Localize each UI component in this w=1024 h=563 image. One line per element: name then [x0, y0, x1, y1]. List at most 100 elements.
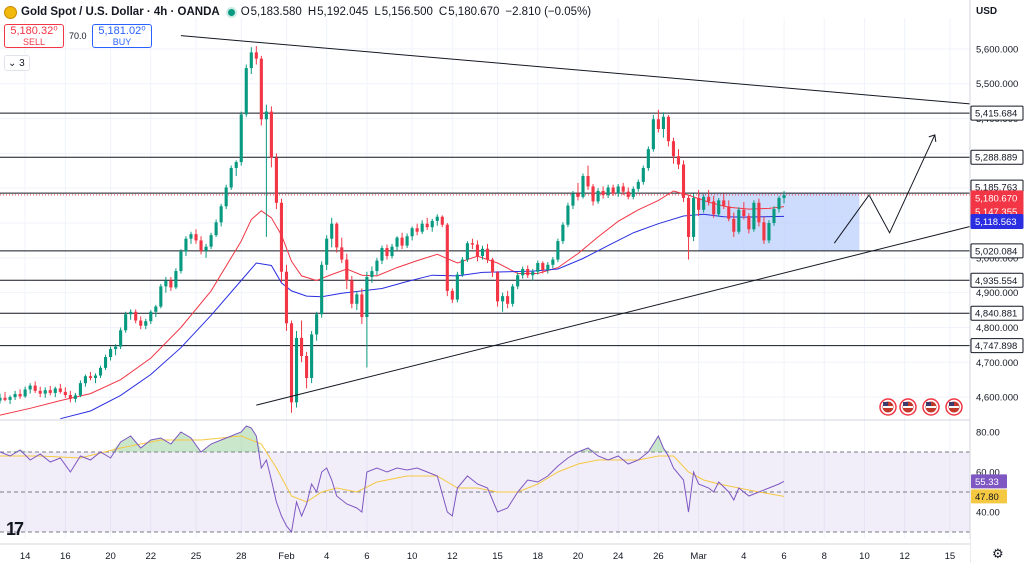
candle — [671, 137, 676, 164]
candle-body — [144, 321, 148, 326]
moving-averages — [0, 190, 785, 420]
candle-body — [169, 280, 173, 288]
candle-body — [737, 209, 741, 232]
candle — [531, 268, 535, 281]
time-tick-label: 28 — [236, 551, 247, 562]
level-label: 5,020.084 — [975, 246, 1017, 257]
candle — [626, 187, 630, 200]
candle-body — [727, 206, 731, 219]
ma-blue-line — [60, 213, 785, 420]
candle-body — [239, 114, 243, 163]
trendline — [180, 35, 971, 105]
candle — [83, 374, 87, 387]
candle-body — [425, 223, 429, 228]
candle-body — [686, 197, 691, 237]
ma-blue-price-label-bg — [970, 214, 1024, 230]
candle-body — [315, 314, 319, 335]
candle — [38, 386, 42, 398]
candle — [576, 182, 580, 201]
candle-body — [109, 349, 113, 358]
candle-body — [325, 238, 329, 265]
candle-body — [440, 216, 444, 225]
candle-body — [566, 205, 570, 225]
candle — [551, 257, 555, 269]
time-tick-label: 15 — [945, 551, 956, 562]
time-tick-label: 16 — [60, 551, 71, 562]
candle — [68, 390, 72, 403]
symbol-title[interactable]: Gold Spot / U.S. Dollar · 4h · OANDA — [21, 6, 220, 18]
candle-body — [93, 375, 98, 378]
candle-body — [43, 390, 47, 394]
indicators-count: 3 — [19, 58, 25, 69]
candle-body — [717, 200, 721, 215]
candle — [0, 393, 2, 404]
currency-selector[interactable]: USD — [976, 6, 998, 17]
time-tick-label: 10 — [859, 551, 870, 562]
candle — [636, 179, 640, 192]
candle — [445, 223, 449, 297]
candle-body — [536, 263, 540, 272]
candles — [0, 46, 786, 413]
candle-body — [681, 164, 686, 198]
flag-stripe — [949, 406, 959, 408]
candle — [752, 200, 756, 232]
candle-body — [767, 223, 771, 241]
candle — [661, 112, 665, 138]
economic-event-flags — [879, 398, 963, 416]
candle-body — [370, 271, 374, 277]
rsi-tick-label: 40.00 — [976, 508, 1000, 519]
level-label-bg — [970, 243, 1024, 259]
candle-body — [179, 251, 183, 272]
candle — [651, 115, 655, 152]
time-tick-label: 26 — [653, 551, 664, 562]
candle-body — [415, 228, 419, 232]
candle-body — [460, 259, 464, 275]
market-open-icon — [227, 8, 235, 16]
candle — [470, 238, 474, 250]
candle-body — [762, 222, 766, 241]
candle-body — [596, 190, 600, 202]
indicators-toggle[interactable]: ⌄ 3 — [4, 55, 30, 71]
candle-body — [159, 286, 163, 307]
candle — [13, 390, 17, 400]
candle — [732, 212, 736, 237]
candle — [435, 214, 439, 226]
candle-body — [531, 271, 535, 276]
buy-label: BUY — [112, 37, 132, 47]
candle — [129, 309, 133, 320]
time-tick-label: Feb — [278, 551, 294, 562]
candle — [737, 207, 741, 235]
candle — [440, 215, 444, 228]
trendline — [833, 194, 870, 244]
candle-body — [621, 186, 625, 192]
us-flag-icon — [922, 398, 940, 416]
candle — [264, 104, 268, 237]
time-tick-label: 10 — [407, 551, 418, 562]
candle — [93, 373, 98, 384]
candle — [154, 304, 158, 318]
price-tick-label: 5,500.000 — [976, 79, 1018, 90]
candle — [405, 233, 409, 249]
candle-body — [134, 311, 138, 321]
candle-body — [18, 393, 22, 397]
candle — [360, 288, 364, 324]
time-tick-label: 12 — [447, 551, 458, 562]
candle-body — [340, 247, 344, 260]
candle-body — [591, 186, 595, 202]
tradingview-logo-icon[interactable]: 17 — [6, 519, 24, 539]
candle — [767, 220, 771, 244]
candle-body — [229, 167, 233, 188]
ma-blue-price-label: 5,118.563 — [975, 217, 1017, 228]
gear-icon[interactable]: ⚙ — [992, 546, 1004, 561]
candle — [269, 106, 273, 168]
candle-body — [556, 241, 560, 260]
candle — [214, 219, 218, 237]
sell-button[interactable]: 5,180.32⁰ SELL — [4, 24, 64, 48]
time-tick-label: Mar — [690, 551, 706, 562]
candle — [124, 311, 128, 333]
candle-body — [219, 206, 223, 223]
buy-button[interactable]: 5,181.02⁰ BUY — [92, 24, 152, 48]
candle-body — [782, 195, 786, 198]
candle-body — [234, 162, 238, 168]
